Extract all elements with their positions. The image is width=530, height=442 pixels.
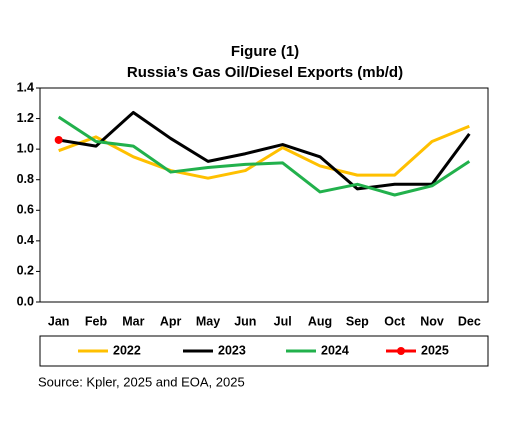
- x-tick-label: Oct: [384, 314, 406, 328]
- series-line: [58, 124, 470, 180]
- chart-title: Figure (1): [231, 43, 299, 60]
- x-tick-label: Nov: [420, 314, 444, 328]
- legend-label: 2024: [321, 343, 349, 357]
- x-tick-label: Aug: [308, 314, 332, 328]
- series-line: [58, 110, 471, 191]
- y-tick-label: 1.2: [17, 111, 34, 125]
- y-tick-label: 0.2: [17, 264, 34, 278]
- legend-label: 2025: [421, 343, 449, 357]
- x-tick-label: Sep: [346, 314, 369, 328]
- x-tick-label: Apr: [160, 314, 182, 328]
- legend-label: 2023: [218, 343, 246, 357]
- x-tick-label: Jan: [48, 314, 70, 328]
- y-tick-label: 0.8: [17, 172, 34, 186]
- x-tick-label: Jun: [234, 314, 256, 328]
- legend-label: 2022: [113, 343, 141, 357]
- source-note: Source: Kpler, 2025 and EOA, 2025: [38, 374, 245, 389]
- legend-box: [39, 335, 489, 367]
- y-tick-label: 0.4: [17, 233, 34, 247]
- y-tick-label: 1.4: [17, 80, 34, 94]
- x-tick-label: Jul: [274, 314, 292, 328]
- x-tick-label: Mar: [122, 314, 144, 328]
- y-tick-label: 1.0: [17, 141, 34, 155]
- y-tick-label: 0.0: [17, 294, 34, 308]
- series-line: [57, 115, 471, 197]
- legend-marker: [397, 347, 405, 355]
- chart-subtitle: Russia’s Gas Oil/Diesel Exports (mb/d): [127, 64, 403, 81]
- plot-frame: [39, 87, 489, 303]
- series-marker: [54, 135, 63, 144]
- x-tick-label: Feb: [85, 314, 108, 328]
- x-tick-label: May: [196, 314, 220, 328]
- x-tick-label: Dec: [458, 314, 481, 328]
- y-tick-label: 0.6: [17, 203, 34, 217]
